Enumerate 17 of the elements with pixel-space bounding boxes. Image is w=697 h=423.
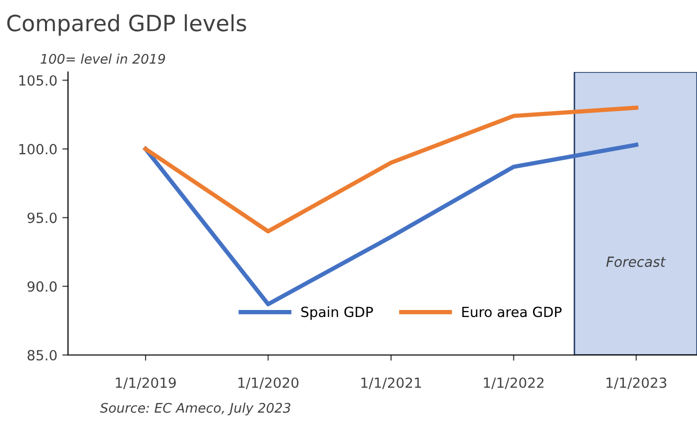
legend-label: Spain GDP bbox=[301, 306, 373, 320]
legend-label: Euro area GDP bbox=[462, 306, 562, 318]
band-label: Forecast bbox=[606, 256, 666, 267]
x-tick-label: 1/1/2021 bbox=[361, 377, 421, 390]
line-series bbox=[143, 106, 638, 234]
x-tick-label: 1/1/2020 bbox=[238, 377, 298, 390]
y-tick-label: 105.0 bbox=[19, 75, 57, 86]
y-tick-label: 100.0 bbox=[19, 144, 57, 154]
x-tick-label: 1/1/2023 bbox=[606, 377, 666, 390]
y-tick-label: 85.0 bbox=[28, 350, 57, 360]
source-note: Source: EC Ameco, July 2023 bbox=[100, 402, 290, 416]
y-tick-label: 95.0 bbox=[28, 212, 57, 224]
chart-subtitle: 100= level in 2019 bbox=[40, 54, 165, 64]
chart-title: Compared GDP levels bbox=[7, 14, 246, 36]
x-tick-label: 1/1/2022 bbox=[484, 377, 544, 390]
y-tick-label: 90.0 bbox=[28, 281, 57, 292]
x-tick-label: 1/1/2019 bbox=[116, 377, 176, 390]
